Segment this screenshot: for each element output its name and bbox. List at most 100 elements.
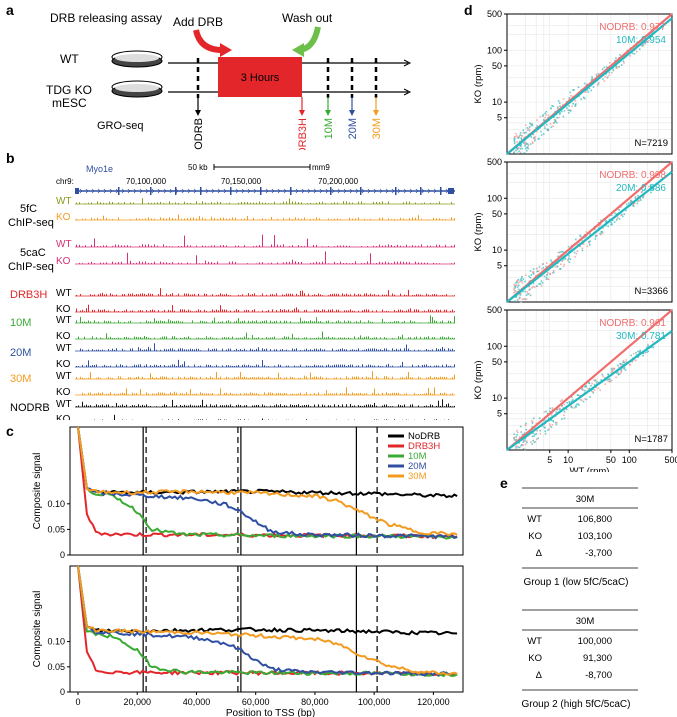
legend-label-10m: 10M [408,451,427,462]
ylabel: Composite signal [32,453,43,530]
xtick-0: 0 [75,697,80,707]
chr-label: chr9: [56,177,74,186]
fit-line-30m [506,330,673,451]
track-signal-11 [75,387,455,396]
coord-1: 70,100,000 [126,177,167,186]
drb-assay-schematic: DRB releasing assay WT TDG KO mESC 3 Hou… [46,11,412,150]
series-line-10m [77,565,458,678]
add-drb-arrow [193,29,223,53]
track-label-1: KO [56,212,71,223]
legend-10m-0-954: 10M: 0.954 [616,35,666,46]
fit-line-nodrb [506,161,673,303]
plot-frame [69,426,464,556]
track-label-3: KO [56,256,71,267]
legend-label-20m: 20M [408,461,427,472]
xtick-20000: 20,000 [123,697,151,707]
ytick-100: 100 [487,45,502,55]
timepoint-dashes [196,58,378,98]
drb-3-hours-box [218,57,302,97]
n-label: N=1787 [634,434,668,445]
ytick-10: 10 [492,245,502,255]
row-label-ko: KO [528,531,542,542]
track-label-13: KO [56,414,71,420]
track-label-0: WT [56,196,72,207]
track-signal-8 [75,343,455,352]
track-group-5fc-sub: ChIP-seq [8,217,54,229]
composite-plot-bottom: 0 0.05 0.10 Composite signal 0 20,000 40,000 60… [32,565,464,717]
row-label-wt: WT [527,636,542,647]
scatter-frame [506,309,673,451]
row-value: 91,300 [583,653,612,664]
track-signal-3 [75,251,455,265]
fit-line-10m [506,17,673,155]
ylabel: Composite signal [32,591,43,668]
xtick-100: 100 [622,455,637,465]
timepoint-label-20m: 20M [347,118,359,139]
legend-nodrb-0-977: NODRB: 0.977 [599,22,666,33]
ko-label-line1: TDG KO [46,83,92,97]
xtick-10: 10 [563,455,573,465]
ytick-5: 5 [497,261,502,271]
ytick-0.05: 0.05 [47,662,65,672]
row-label-: Δ [536,548,543,559]
row-value: 100,000 [578,636,612,647]
row-value: 103,100 [578,531,612,542]
groseq-label: GRO-seq [97,120,143,132]
track-signal-4 [75,288,455,297]
track-signal-6 [75,315,455,324]
xtick-500: 500 [664,455,677,465]
ytick-500: 500 [487,305,502,315]
ytick-500: 500 [487,157,502,167]
row-label-: Δ [536,670,543,681]
track-group-20m: 20M [10,347,31,359]
track-signal-2 [75,234,455,248]
scatter-plot-30m: 5 10 50 100 500 KO (rpm) NODRB: 0.961 30M: 0.78… [473,305,677,472]
row-value: -3,700 [585,548,612,559]
n-label: N=7219 [634,138,668,149]
timepoint-label-drb3h: DRB3H [297,118,309,150]
ytick-0.1: 0.10 [47,637,65,647]
table-group-1: 30M WT 106,800 KO 103,100 Δ -3,700 Group 1 (low… [522,487,638,588]
track-signal-0 [75,198,455,205]
coord-3: 70,200,000 [318,177,359,186]
table-caption: Group 1 (low 5fC/5caC) [523,577,628,588]
track-group-30m: 30M [10,373,31,385]
xtick-100000: 100,000 [358,697,391,707]
table-group-2: 30M WT 100,000 KO 91,300 Δ -8,700 Group 2 (high… [522,609,638,710]
table-header: 30M [576,616,595,627]
ytick-0.05: 0.05 [47,524,65,534]
tables: 30M WT 106,800 KO 103,100 Δ -3,700 Group 1 (low… [522,487,638,710]
xtick-50: 50 [606,455,616,465]
composite-signal-plots: 0 0.05 0.10 Composite signal 0 0.05 0.10 Compo… [32,426,464,717]
panel-label-e: e [500,475,508,491]
track-signal-13 [94,414,449,420]
ylabel: KO (rpm) [473,64,484,103]
ylabel: KO (rpm) [473,360,484,399]
ko-label-line2: mESC [52,96,87,110]
track-signal-5 [75,304,455,313]
legend-nodrb-0-961: NODRB: 0.961 [599,318,666,329]
track-label-7: KO [56,331,71,342]
ytick-10: 10 [492,97,502,107]
track-label-11: KO [56,387,71,398]
ytick-5: 5 [497,409,502,419]
summary-tables: 30M WT 106,800 KO 103,100 Δ -3,700 Group 1 (low… [522,487,638,710]
add-drb-label: Add DRB [173,15,223,29]
genome-label: mm9 [312,163,330,172]
scatter-plots: 5 10 50 100 500 KO (rpm) NODRB: 0.977 10M: 0.95… [473,9,677,472]
legend-nodrb-0-998: NODRB: 0.998 [599,170,666,181]
xtick-80000: 80,000 [301,697,329,707]
xtick-60000: 60,000 [242,697,270,707]
xtick-5: 5 [547,455,552,465]
timepoint-label-10m: 10M [323,118,335,139]
legend-label-drb3h: DRB3H [408,441,440,452]
track-group-5cac: 5caC [20,247,46,259]
series-line-20m [77,426,458,540]
plot-frame [69,565,464,693]
track-group-labels: 5fC ChIP-seq 5caC ChIP-seq DRB3H 10M 20M 30M NOD… [8,203,54,414]
gene-name: Myo1e [86,164,113,174]
panel-label-c: c [6,423,14,439]
scale-label: 50 kb [188,163,208,172]
